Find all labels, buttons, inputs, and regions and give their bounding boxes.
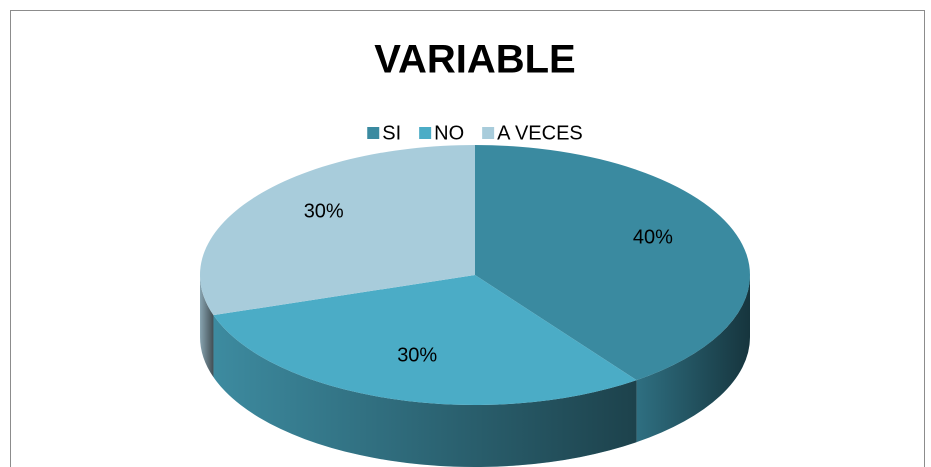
pie-tops bbox=[199, 145, 750, 405]
slice-side-shade bbox=[213, 315, 637, 467]
legend-item: SI bbox=[367, 122, 401, 144]
slice bbox=[213, 275, 637, 405]
legend-item: NO bbox=[419, 122, 464, 144]
data-labels: 40% 30% 30% bbox=[304, 200, 673, 366]
slice-side-shade bbox=[636, 275, 750, 443]
pie-sides bbox=[200, 275, 750, 467]
chart-title: VARIABLE bbox=[374, 38, 575, 82]
data-label: 30% bbox=[397, 344, 437, 366]
data-label: 30% bbox=[304, 200, 344, 222]
legend-label: SI bbox=[382, 122, 401, 144]
legend-swatch bbox=[419, 127, 432, 139]
legend-swatch bbox=[482, 127, 495, 139]
legend-label: A VECES bbox=[497, 122, 583, 144]
legend-label: NO bbox=[434, 122, 464, 144]
data-label: 40% bbox=[633, 226, 673, 248]
legend-item: A VECES bbox=[482, 122, 583, 144]
slice bbox=[475, 145, 750, 381]
legend-swatch bbox=[367, 127, 380, 139]
slice bbox=[199, 145, 475, 316]
slice-side-shade bbox=[200, 275, 214, 378]
legend: SI NO A VECES bbox=[367, 122, 583, 144]
